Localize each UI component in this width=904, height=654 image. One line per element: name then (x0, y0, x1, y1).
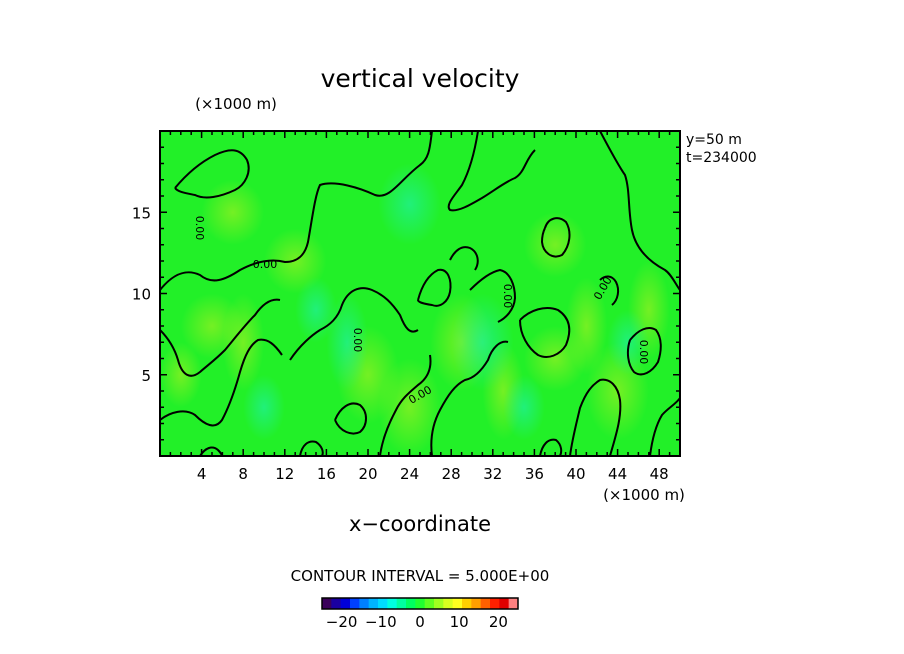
colorbar-swatch (322, 598, 332, 609)
colorbar-swatch (434, 598, 444, 609)
chart-title: vertical velocity (321, 64, 520, 93)
zero-contour-line (160, 131, 433, 291)
colorbar-swatch (415, 598, 426, 609)
x-axis-unit: (×1000 m) (603, 486, 685, 504)
zero-contour-line (174, 149, 250, 199)
x-tick-label: 36 (525, 465, 544, 483)
zero-contour-line (449, 246, 479, 271)
x-axis-label: x−coordinate (349, 512, 491, 536)
colorbar-tick-label: 20 (489, 613, 508, 631)
colorbar-swatch (499, 598, 510, 609)
contour-label: 0.00 (501, 284, 514, 309)
x-tick-label: 20 (358, 465, 377, 483)
colorbar-tick-label: −20 (326, 613, 358, 631)
zero-contour-line (626, 327, 662, 376)
contour-interval-label: CONTOUR INTERVAL = 5.000E+00 (291, 567, 550, 585)
zero-contour-line (469, 268, 517, 323)
zero-contour-line (539, 438, 563, 456)
zero-contour-line (649, 397, 680, 456)
y-tick-label: 5 (141, 367, 151, 385)
field-blob (326, 293, 369, 391)
zero-contour-line (447, 131, 536, 212)
colorbar-swatch (406, 598, 416, 609)
zero-contour-line (417, 268, 452, 307)
zero-contour-line (299, 440, 324, 456)
field-blob (524, 212, 587, 278)
velocity-field: 0.000.000.000.000.00 0.000.00 (160, 131, 680, 456)
colorbar-swatch (462, 598, 472, 609)
zero-contour-line (160, 298, 281, 377)
colorbar-tick-labels: −20 −10 0 10 20 (326, 613, 508, 631)
colorbar-swatch (480, 598, 491, 609)
zero-contour-line (569, 378, 622, 456)
field-blob (222, 293, 264, 391)
zero-contour-line (379, 354, 432, 456)
colorbar-frame (321, 597, 519, 610)
zero-contour-line (334, 402, 367, 435)
y-tick-label: 15 (132, 204, 151, 222)
x-tick-label: 4 (197, 465, 207, 483)
field-blob (378, 358, 441, 456)
annotation-t: t=234000 (686, 150, 757, 166)
colorbar-swatch (331, 598, 342, 609)
contour-label: 0.00 (351, 328, 364, 353)
colorbar-swatch (452, 598, 463, 609)
colorbar-swatch (471, 598, 482, 609)
x-tick-label: 40 (566, 465, 585, 483)
field-blob (160, 342, 202, 408)
x-tick-label: 32 (483, 465, 502, 483)
colorbar-tick-label: 0 (415, 613, 425, 631)
colorbar-swatch (490, 598, 500, 609)
x-tick-label: 44 (608, 465, 627, 483)
colorbar-swatch (508, 598, 519, 609)
zero-contour-line (599, 275, 620, 306)
y-axis-unit: (×1000 m) (195, 95, 277, 113)
contour-label: 0.00 (637, 340, 650, 365)
field-blob (565, 277, 608, 375)
colorbar-swatch (443, 598, 454, 609)
field-blob (378, 163, 441, 245)
colorbar-swatch (350, 598, 360, 609)
x-tick-label: 16 (317, 465, 336, 483)
colorbar-tick-label: 10 (450, 613, 469, 631)
zero-contour-line (599, 131, 680, 291)
zero-contour-line (519, 307, 571, 358)
colorbar-swatch (368, 598, 379, 609)
zero-contours (160, 131, 680, 456)
zero-contour-line (160, 338, 283, 427)
colorbar-swatch (340, 598, 351, 609)
x-tick-label: 8 (238, 465, 248, 483)
x-tick-label: 28 (442, 465, 461, 483)
colorbar-swatch (424, 598, 435, 609)
x-tick-label: 24 (400, 465, 419, 483)
field-blob (451, 293, 514, 391)
contour-label: 0.00 (193, 216, 206, 241)
colorbar-swatch (359, 598, 370, 609)
colorbar (321, 597, 519, 610)
zero-contour-line (430, 340, 509, 456)
field-blob (201, 179, 264, 245)
colorbar-swatch (396, 598, 407, 609)
zero-contour-line (289, 287, 419, 361)
field-blob (243, 374, 285, 440)
x-tick-label: 12 (275, 465, 294, 483)
contour-label: 0.00 (253, 258, 278, 271)
y-tick-label: 10 (132, 286, 151, 304)
colorbar-swatch (378, 598, 388, 609)
colorbar-swatch (387, 598, 398, 609)
colorbar-tick-label: −10 (365, 613, 397, 631)
field-blob (607, 309, 649, 375)
field-blob (503, 374, 545, 440)
axis-ticks (160, 131, 680, 456)
annotation-y: y=50 m (686, 132, 742, 148)
zero-contour-line (540, 217, 571, 258)
x-tick-label: 48 (650, 465, 669, 483)
